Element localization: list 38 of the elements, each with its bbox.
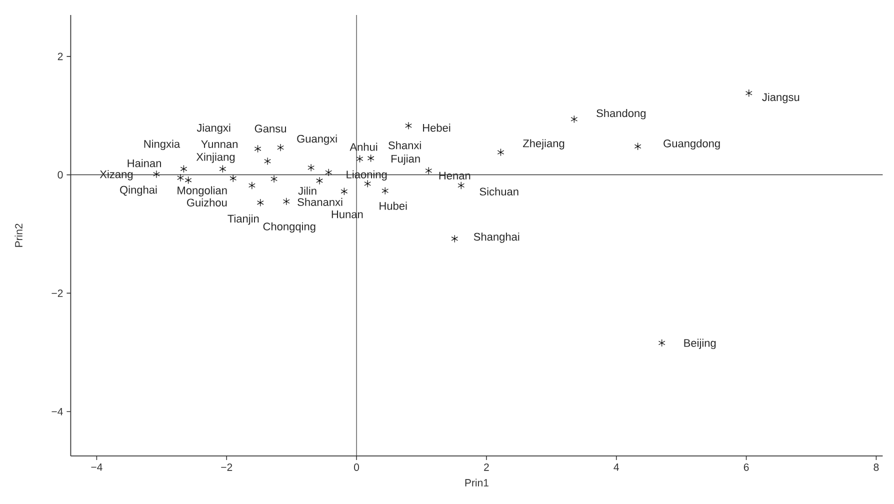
annotation: Hubei bbox=[380, 202, 407, 210]
annotation: Guangxi bbox=[297, 134, 337, 145]
annotation: Jilin bbox=[298, 186, 316, 195]
x-axis-title: Prin1 bbox=[465, 478, 488, 486]
x-tick-label: −4 bbox=[91, 464, 102, 471]
annotation: Tianjin bbox=[228, 214, 259, 225]
annotation: Xinjiang bbox=[196, 152, 235, 164]
y-tick-label: −4 bbox=[52, 408, 63, 416]
annotation: Chongqing bbox=[263, 222, 316, 233]
annotation: Jiangsu bbox=[762, 93, 800, 104]
x-tick-label: 2 bbox=[484, 464, 489, 471]
annotation: Gansu bbox=[254, 124, 286, 132]
annotation: Hebei bbox=[423, 124, 450, 132]
annotation: Zhejiang bbox=[522, 139, 564, 150]
y-tick-label: −2 bbox=[52, 290, 63, 297]
annotation: Jiangxi bbox=[196, 124, 230, 134]
annotation: Fujian bbox=[392, 154, 420, 165]
annotation: Yunnan bbox=[201, 140, 238, 148]
y-tick-label: 2 bbox=[58, 52, 63, 60]
annotation: Shandong bbox=[596, 109, 646, 120]
annotation: Hainan bbox=[128, 159, 161, 168]
annotation: Mongolian bbox=[178, 186, 227, 196]
annotation: Shanxi bbox=[388, 141, 421, 150]
annotation: Guizhou bbox=[187, 198, 227, 207]
annotation: Shanghai bbox=[474, 232, 520, 243]
annotation: Shananxi bbox=[298, 198, 342, 206]
x-tick-label: 4 bbox=[614, 464, 619, 471]
x-tick-label: −2 bbox=[221, 464, 232, 471]
y-axis-title: Prin2 bbox=[14, 224, 22, 247]
x-tick-label: 0 bbox=[354, 464, 360, 471]
annotation: Sichuan bbox=[480, 187, 518, 196]
x-tick-label: 6 bbox=[744, 464, 749, 471]
y-tick-label: 0 bbox=[58, 171, 63, 179]
annotation: Beijing bbox=[684, 338, 716, 350]
annotation: Qinghai bbox=[120, 186, 157, 196]
x-tick-label: 8 bbox=[874, 464, 879, 471]
annotation: Ningxia bbox=[144, 140, 180, 150]
annotation: Guangdong bbox=[664, 139, 720, 150]
